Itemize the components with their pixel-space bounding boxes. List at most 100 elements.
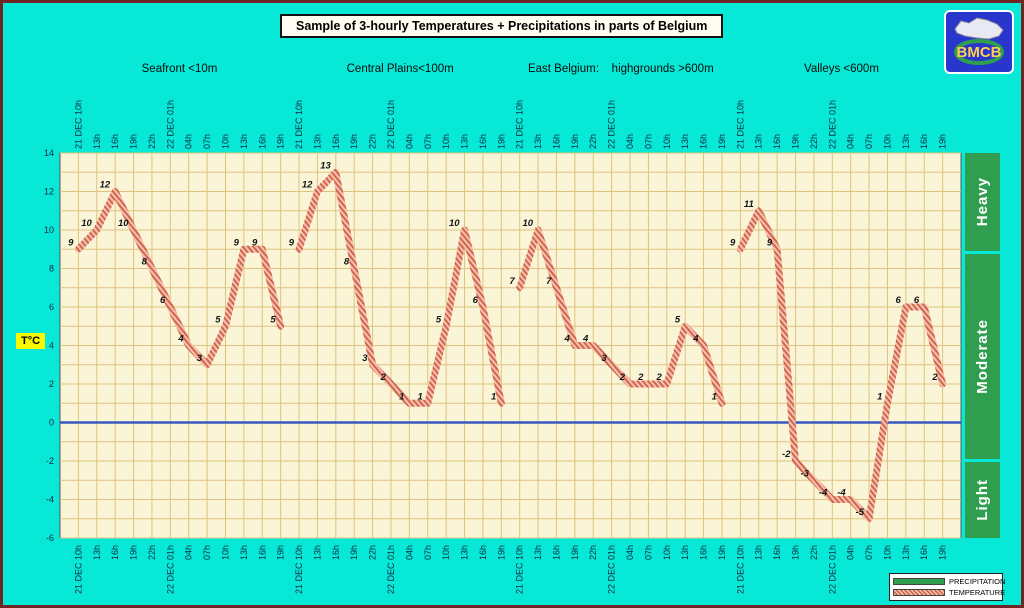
region-label: Seafront <10m — [142, 63, 218, 75]
x-tick-bottom: 16h — [551, 545, 561, 560]
point-label: 4 — [177, 334, 184, 345]
x-tick-bottom: 19h — [129, 545, 139, 560]
point-label: 10 — [118, 218, 129, 229]
temperature-series — [295, 168, 505, 407]
x-tick-bottom: 10h — [662, 545, 672, 560]
point-label: 1 — [417, 391, 422, 402]
point-label: 4 — [582, 334, 589, 345]
x-tick-top: 16h — [772, 134, 782, 149]
y-tick-label: 0 — [49, 418, 54, 428]
x-tick-top: 10h — [220, 134, 230, 149]
point-label: 11 — [744, 199, 754, 210]
x-tick-top: 19h — [938, 134, 948, 149]
precipitation-swatch — [893, 578, 945, 585]
x-tick-bottom: 22h — [809, 545, 819, 560]
point-label: 8 — [142, 257, 148, 268]
bmcb-logo: BMCB — [944, 10, 1014, 74]
x-tick-bottom: 10h — [220, 545, 230, 560]
region-label: Central Plains<100m — [347, 63, 454, 75]
point-label: 5 — [675, 314, 681, 325]
x-tick-top: 22 DEC 01h — [165, 100, 175, 149]
point-label: 6 — [896, 295, 902, 306]
band-label-moderate: Moderate — [974, 319, 991, 394]
x-tick-bottom: 21 DEC 10h — [735, 545, 745, 594]
x-tick-bottom: 22 DEC 01h — [386, 545, 396, 594]
point-label: 4 — [692, 334, 699, 345]
point-label: 2 — [931, 372, 938, 383]
x-tick-top: 22 DEC 01h — [607, 100, 617, 149]
point-label: 3 — [197, 353, 203, 364]
x-tick-bottom: 13h — [533, 545, 543, 560]
region-label: East Belgium: highgrounds >600m — [528, 63, 714, 75]
x-tick-top: 21 DEC 10h — [735, 100, 745, 149]
logo-green-ring — [954, 39, 1004, 65]
x-tick-top: 13h — [901, 134, 911, 149]
x-tick-bottom: 13h — [92, 545, 102, 560]
x-tick-bottom: 19h — [717, 545, 727, 560]
precip-band-light: Light — [965, 462, 1000, 538]
x-tick-bottom: 19h — [791, 545, 801, 560]
point-label: 1 — [491, 391, 496, 402]
precipitation-label: PRECIPITATION — [949, 577, 1006, 586]
x-tick-bottom: 16h — [110, 545, 120, 560]
x-tick-top: 16h — [331, 134, 341, 149]
x-tick-bottom: 04h — [846, 545, 856, 560]
x-tick-bottom: 22h — [588, 545, 598, 560]
point-label: -2 — [782, 449, 791, 460]
x-tick-bottom: 16h — [331, 545, 341, 560]
x-tick-bottom: 21 DEC 10h — [294, 545, 304, 594]
point-label: 1 — [712, 391, 717, 402]
x-tick-top: 13h — [239, 134, 249, 149]
x-tick-bottom: 21 DEC 10h — [515, 545, 525, 594]
x-tick-top: 16h — [478, 134, 488, 149]
point-label: 3 — [362, 353, 368, 364]
x-tick-top: 19h — [570, 134, 580, 149]
x-tick-bottom: 10h — [441, 545, 451, 560]
x-tick-bottom: 22 DEC 01h — [827, 545, 837, 594]
point-label: 6 — [914, 295, 920, 306]
x-tick-bottom: 04h — [184, 545, 194, 560]
point-label: 2 — [619, 372, 626, 383]
x-tick-top: 13h — [92, 134, 102, 149]
y-tick-label: 4 — [49, 341, 54, 351]
x-tick-bottom: 16h — [478, 545, 488, 560]
x-tick-bottom: 19h — [938, 545, 948, 560]
band-label-light: Light — [974, 479, 991, 521]
point-label: -4 — [819, 488, 828, 499]
point-label: 6 — [160, 295, 166, 306]
point-label: 9 — [767, 237, 773, 248]
x-tick-top: 07h — [202, 134, 212, 149]
point-label: 9 — [289, 237, 295, 248]
point-label: 9 — [234, 237, 240, 248]
x-tick-bottom: 16h — [772, 545, 782, 560]
x-tick-bottom: 07h — [423, 545, 433, 560]
point-label: 1 — [399, 391, 404, 402]
temperature-series — [516, 226, 726, 407]
point-label: 10 — [523, 218, 534, 229]
precip-band-moderate: Moderate — [965, 254, 1000, 459]
point-label: 5 — [215, 314, 221, 325]
x-tick-bottom: 16h — [699, 545, 709, 560]
x-tick-top: 04h — [184, 134, 194, 149]
legend-row-precipitation: PRECIPITATION — [893, 576, 1005, 587]
x-tick-bottom: 07h — [864, 545, 874, 560]
x-tick-bottom: 07h — [643, 545, 653, 560]
logo-graphic: BMCB — [954, 17, 1004, 65]
x-tick-top: 13h — [533, 134, 543, 149]
y-tick-label: 14 — [44, 148, 54, 158]
x-tick-bottom: 13h — [460, 545, 470, 560]
x-tick-bottom: 13h — [754, 545, 764, 560]
point-label: 9 — [252, 237, 258, 248]
x-tick-bottom: 16h — [257, 545, 267, 560]
point-label: 13 — [320, 160, 331, 171]
point-label: 2 — [637, 372, 644, 383]
x-tick-top: 22h — [588, 134, 598, 149]
temperature-series — [74, 188, 285, 369]
x-tick-top: 07h — [423, 134, 433, 149]
x-tick-bottom: 21 DEC 10h — [73, 545, 83, 594]
x-tick-top: 19h — [349, 134, 359, 149]
point-label: 10 — [449, 218, 460, 229]
x-tick-bottom: 22 DEC 01h — [165, 545, 175, 594]
x-tick-top: 21 DEC 10h — [294, 100, 304, 149]
